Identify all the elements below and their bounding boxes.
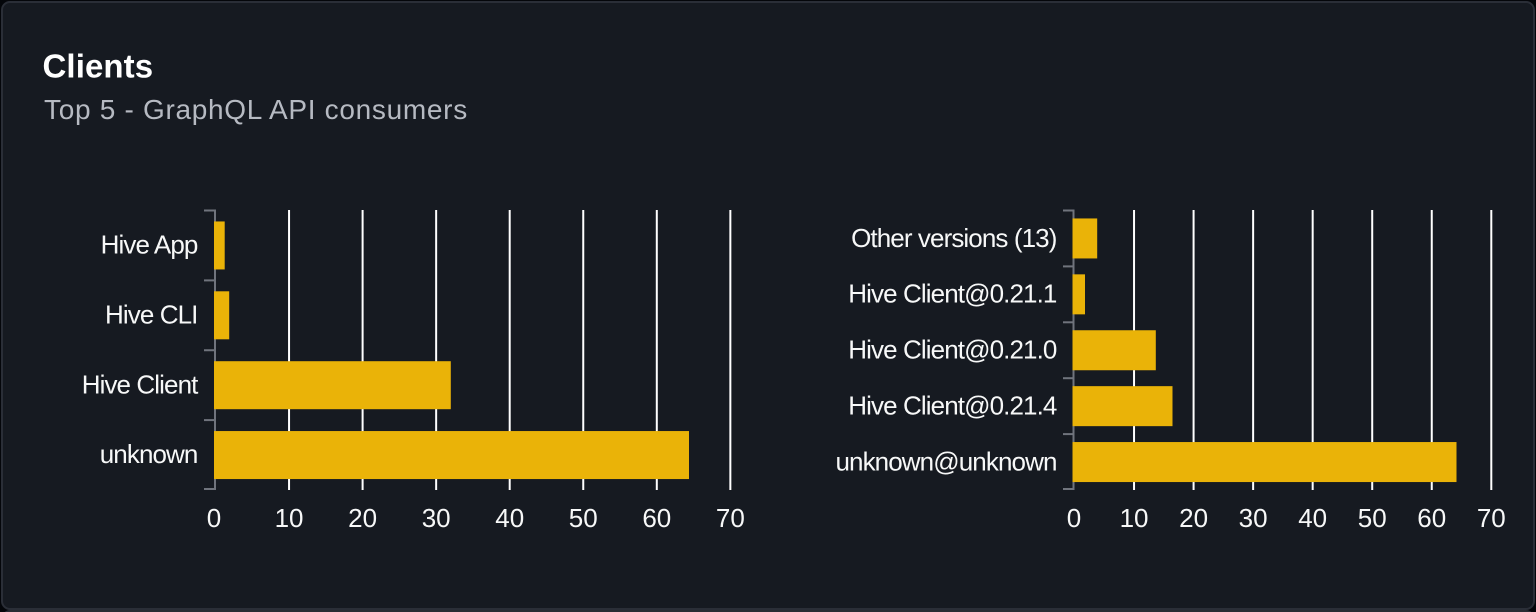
svg-text:Top 5 - GraphQL API consumers: Top 5 - GraphQL API consumers — [44, 94, 468, 125]
svg-text:30: 30 — [422, 503, 451, 533]
svg-text:40: 40 — [495, 503, 524, 533]
svg-text:70: 70 — [716, 503, 745, 533]
svg-text:30: 30 — [1239, 503, 1268, 533]
svg-text:60: 60 — [642, 503, 671, 533]
svg-text:10: 10 — [275, 503, 304, 533]
svg-text:Other versions (13): Other versions (13) — [851, 223, 1057, 253]
svg-text:Hive CLI: Hive CLI — [105, 300, 198, 330]
svg-text:Hive Client@0.21.4: Hive Client@0.21.4 — [848, 391, 1057, 421]
svg-text:10: 10 — [1120, 503, 1149, 533]
svg-text:Hive App: Hive App — [101, 230, 198, 260]
svg-text:70: 70 — [1477, 503, 1506, 533]
svg-text:unknown: unknown — [100, 439, 198, 469]
svg-text:Hive Client@0.21.0: Hive Client@0.21.0 — [848, 335, 1057, 365]
svg-text:0: 0 — [207, 503, 221, 533]
svg-text:20: 20 — [348, 503, 377, 533]
svg-text:40: 40 — [1298, 503, 1327, 533]
svg-text:50: 50 — [1358, 503, 1387, 533]
svg-text:60: 60 — [1417, 503, 1446, 533]
svg-text:0: 0 — [1067, 503, 1081, 533]
svg-text:Hive Client: Hive Client — [82, 369, 199, 399]
svg-text:Clients: Clients — [43, 47, 154, 84]
svg-text:50: 50 — [569, 503, 598, 533]
svg-text:20: 20 — [1179, 503, 1208, 533]
svg-text:Hive Client@0.21.1: Hive Client@0.21.1 — [848, 279, 1057, 309]
svg-text:unknown@unknown: unknown@unknown — [835, 446, 1056, 476]
